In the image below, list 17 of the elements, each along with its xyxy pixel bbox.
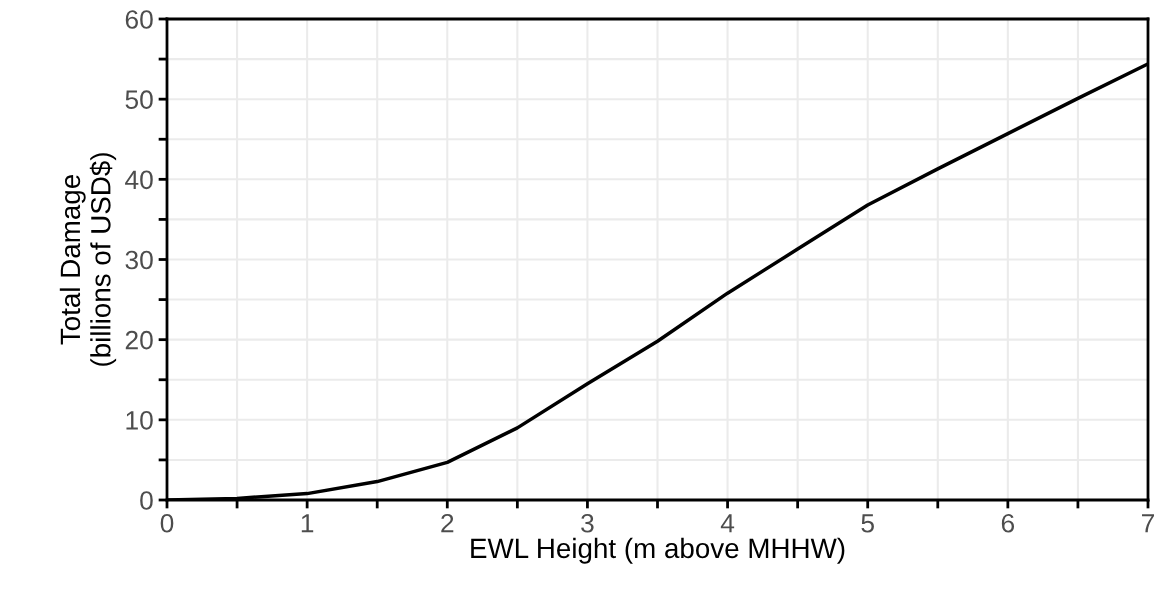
y-tick-label: 60: [125, 10, 153, 29]
x-tick-label: 5: [861, 514, 874, 533]
y-tick-label: 40: [125, 170, 153, 190]
x-tick-label: 4: [720, 514, 735, 533]
y-tick-label: 50: [125, 90, 153, 109]
x-axis-title: EWL Height (m above MHHW): [471, 537, 845, 564]
y-tick-label: 30: [125, 250, 153, 270]
x-tick-label: 0: [160, 513, 174, 533]
x-tick-label: 2: [441, 513, 454, 533]
x-tick-label: 1: [301, 514, 314, 533]
x-tick-label: 6: [1001, 513, 1015, 533]
y-tick-label: 0: [140, 491, 153, 510]
x-tick-label: 7: [1142, 514, 1155, 533]
y-tick-label: 20: [125, 330, 153, 350]
x-tick-label: 3: [581, 513, 594, 533]
y-axis-title: Total Damage (billions of USD$): [59, 153, 117, 366]
y-tick-label: 10: [126, 410, 153, 430]
